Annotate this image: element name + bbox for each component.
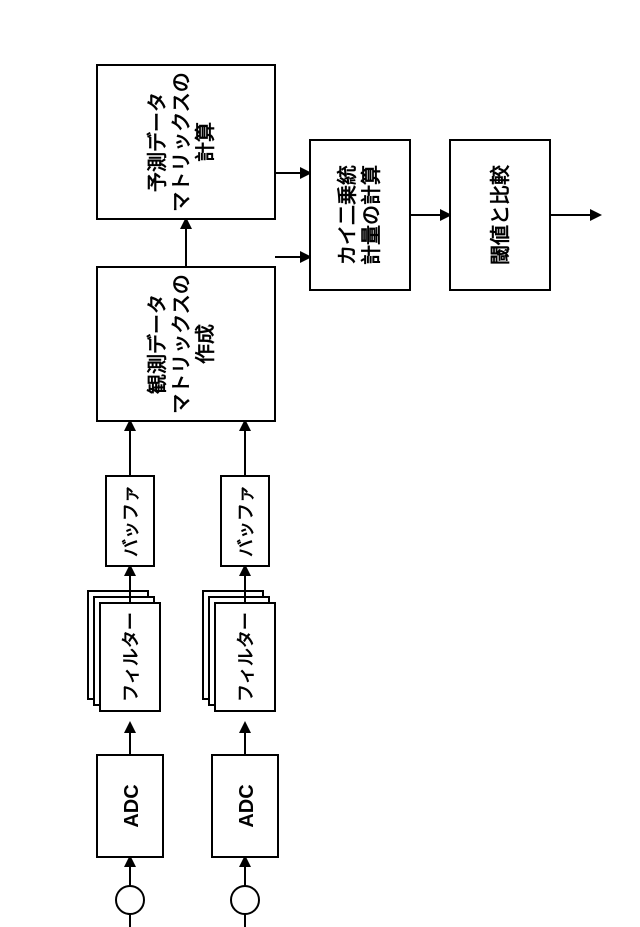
pred-line-0: 予測データ [145, 92, 169, 192]
filter-label-1: フィルター [121, 612, 141, 702]
svg-text:予測データ: 予測データ [145, 92, 169, 192]
sensor-node-1 [116, 886, 144, 927]
buffer-label-1: バッファ [121, 485, 141, 557]
svg-text:ADC: ADC [236, 784, 258, 827]
svg-text:マトリックスの: マトリックスの [170, 274, 193, 413]
chi-line-0: カイ二乗統 [335, 165, 359, 265]
svg-text:ADC: ADC [121, 784, 143, 827]
filter-label-2: フィルター [236, 612, 256, 702]
svg-text:作成: 作成 [193, 324, 217, 364]
adc-box-1: ADC [97, 755, 163, 857]
svg-text:計算: 計算 [193, 122, 217, 162]
adc-label-2: ADC [236, 784, 258, 827]
adc-box-2: ADC [212, 755, 278, 857]
svg-text:閾値と比較: 閾値と比較 [488, 164, 512, 265]
obs-line-1: マトリックスの [170, 274, 193, 413]
adc-label-1: ADC [121, 784, 143, 827]
buffer-box-1: バッファ [106, 476, 154, 566]
obs-line-2: 作成 [193, 324, 217, 364]
svg-text:フィルター: フィルター [121, 612, 141, 702]
thresh-line-0: 閾値と比較 [488, 164, 512, 265]
chi-line-1: 計量の計算 [359, 165, 383, 265]
chi-square-box: カイ二乗統 計量の計算 [310, 140, 410, 290]
pred-line-1: マトリックスの [170, 72, 193, 211]
filter-box-1: フィルター [88, 591, 160, 711]
obs-matrix-box: 観測データ マトリックスの 作成 [97, 267, 275, 421]
sensor-node-2 [231, 886, 259, 927]
buffer-label-2: バッファ [236, 485, 256, 557]
svg-text:バッファ: バッファ [236, 485, 256, 557]
threshold-box: 閾値と比較 [450, 140, 550, 290]
buffer-box-2: バッファ [221, 476, 269, 566]
obs-line-0: 観測データ [145, 294, 169, 394]
svg-text:マトリックスの: マトリックスの [170, 72, 193, 211]
pred-line-2: 計算 [193, 122, 217, 162]
svg-text:観測データ: 観測データ [145, 294, 169, 394]
pred-matrix-box: 予測データ マトリックスの 計算 [97, 65, 275, 219]
filter-box-2: フィルター [203, 591, 275, 711]
svg-text:フィルター: フィルター [236, 612, 256, 702]
svg-text:バッファ: バッファ [121, 485, 141, 557]
svg-text:計量の計算: 計量の計算 [359, 165, 383, 265]
svg-text:カイ二乗統: カイ二乗統 [335, 165, 359, 265]
